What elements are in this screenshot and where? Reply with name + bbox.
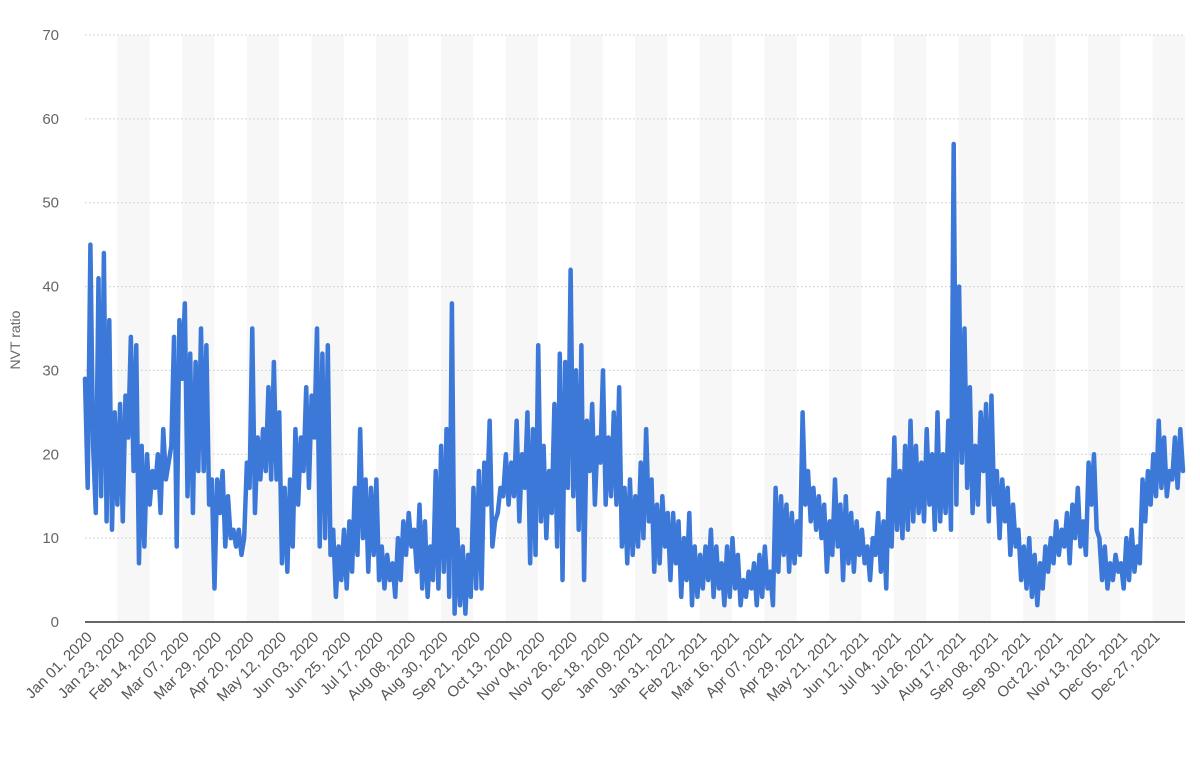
y-tick-label: 40 bbox=[42, 279, 59, 296]
y-tick-label: 10 bbox=[42, 530, 59, 547]
series-line-nvt-ratio bbox=[82, 141, 1186, 616]
y-tick-label: 60 bbox=[42, 111, 59, 128]
background-band bbox=[1087, 35, 1121, 622]
y-tick-label: 30 bbox=[42, 362, 59, 379]
y-tick-label: 0 bbox=[51, 614, 59, 631]
y-axis-tick-labels: 0 10 20 30 40 50 60 70 bbox=[42, 27, 59, 631]
y-axis-title: NVT ratio bbox=[7, 310, 23, 369]
y-tick-label: 50 bbox=[42, 195, 59, 212]
y-tick-label: 70 bbox=[42, 27, 59, 44]
background-band bbox=[1152, 35, 1185, 622]
background-band bbox=[182, 35, 215, 622]
y-tick-label: 20 bbox=[42, 446, 59, 463]
background-band bbox=[699, 35, 733, 622]
background-band bbox=[1023, 35, 1056, 622]
background-band bbox=[893, 35, 927, 622]
